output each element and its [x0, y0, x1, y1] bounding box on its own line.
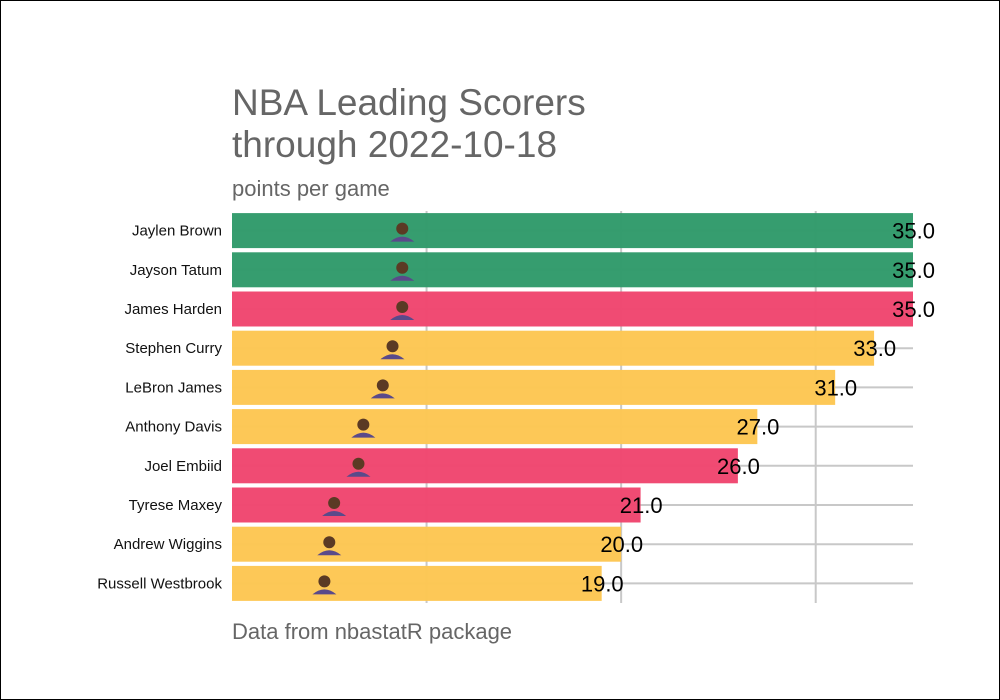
value-label: 19.0: [581, 571, 624, 596]
bar: [232, 448, 738, 484]
bar: [232, 565, 602, 601]
category-label: Jaylen Brown: [132, 223, 222, 240]
player-headshot-icon: [390, 261, 415, 281]
bar: [232, 487, 641, 523]
category-label: Joel Embiid: [144, 458, 222, 475]
player-headshot-icon: [351, 418, 376, 438]
category-label: Jayson Tatum: [130, 262, 222, 279]
player-headshot-icon: [370, 379, 395, 399]
bar: [232, 409, 758, 445]
bar: [232, 291, 913, 327]
player-headshot-icon: [390, 222, 415, 242]
category-label: Stephen Curry: [125, 340, 222, 357]
bar: [232, 369, 836, 405]
value-label: 35.0: [892, 219, 935, 244]
chart-title: NBA Leading Scorers through 2022-10-18: [232, 82, 586, 166]
value-label: 31.0: [814, 375, 857, 400]
category-label: Andrew Wiggins: [114, 536, 222, 553]
value-label: 35.0: [892, 297, 935, 322]
bar: [232, 252, 913, 288]
player-headshot-icon: [322, 497, 347, 516]
value-label: 35.0: [892, 258, 935, 283]
bar: [232, 526, 622, 562]
value-label: 21.0: [620, 493, 663, 518]
bar: [232, 330, 875, 366]
player-headshot-icon: [317, 536, 342, 556]
player-headshot-icon: [312, 575, 337, 595]
category-label: Anthony Davis: [125, 419, 222, 436]
chart-caption: Data from nbastatR package: [232, 619, 513, 644]
chart-subtitle: points per game: [232, 176, 390, 201]
value-label: 20.0: [600, 532, 643, 557]
value-label: 27.0: [737, 415, 780, 440]
chart-title-line2: through 2022-10-18: [232, 124, 558, 165]
category-label: Tyrese Maxey: [129, 497, 223, 514]
category-label: Russell Westbrook: [97, 575, 222, 592]
player-headshot-icon: [390, 301, 415, 320]
player-headshot-icon: [346, 457, 371, 477]
chart-title-line1: NBA Leading Scorers: [232, 82, 586, 123]
player-headshot-icon: [380, 340, 405, 360]
value-label: 33.0: [853, 336, 896, 361]
bar: [232, 213, 913, 249]
category-label: LeBron James: [125, 379, 222, 396]
category-label: James Harden: [124, 301, 222, 318]
value-label: 26.0: [717, 454, 760, 479]
